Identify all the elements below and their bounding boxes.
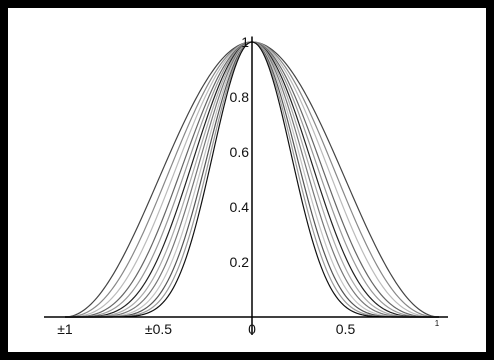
x-tick-label-3: 0 — [248, 321, 256, 337]
chart-canvas — [8, 8, 486, 352]
x-tick-label-4: 0.5 — [336, 321, 356, 337]
y-ticks: 0.2 0.4 0.6 0.8 1 — [230, 34, 250, 270]
x-tick-label-2: ±0.5 — [145, 321, 172, 337]
x-tick-label-1: ±1 — [57, 321, 73, 337]
x-ticks: ±1 ±0.5 0 0.5 1 — [57, 319, 440, 337]
y-tick-label-1: 0.2 — [230, 254, 250, 270]
y-tick-label-2: 0.4 — [230, 199, 250, 215]
y-tick-label-3: 0.6 — [230, 144, 250, 160]
y-tick-label-4: 0.8 — [230, 89, 250, 105]
y-tick-label-5: 1 — [241, 34, 249, 50]
x-tick-label-5: 1 — [435, 319, 440, 328]
